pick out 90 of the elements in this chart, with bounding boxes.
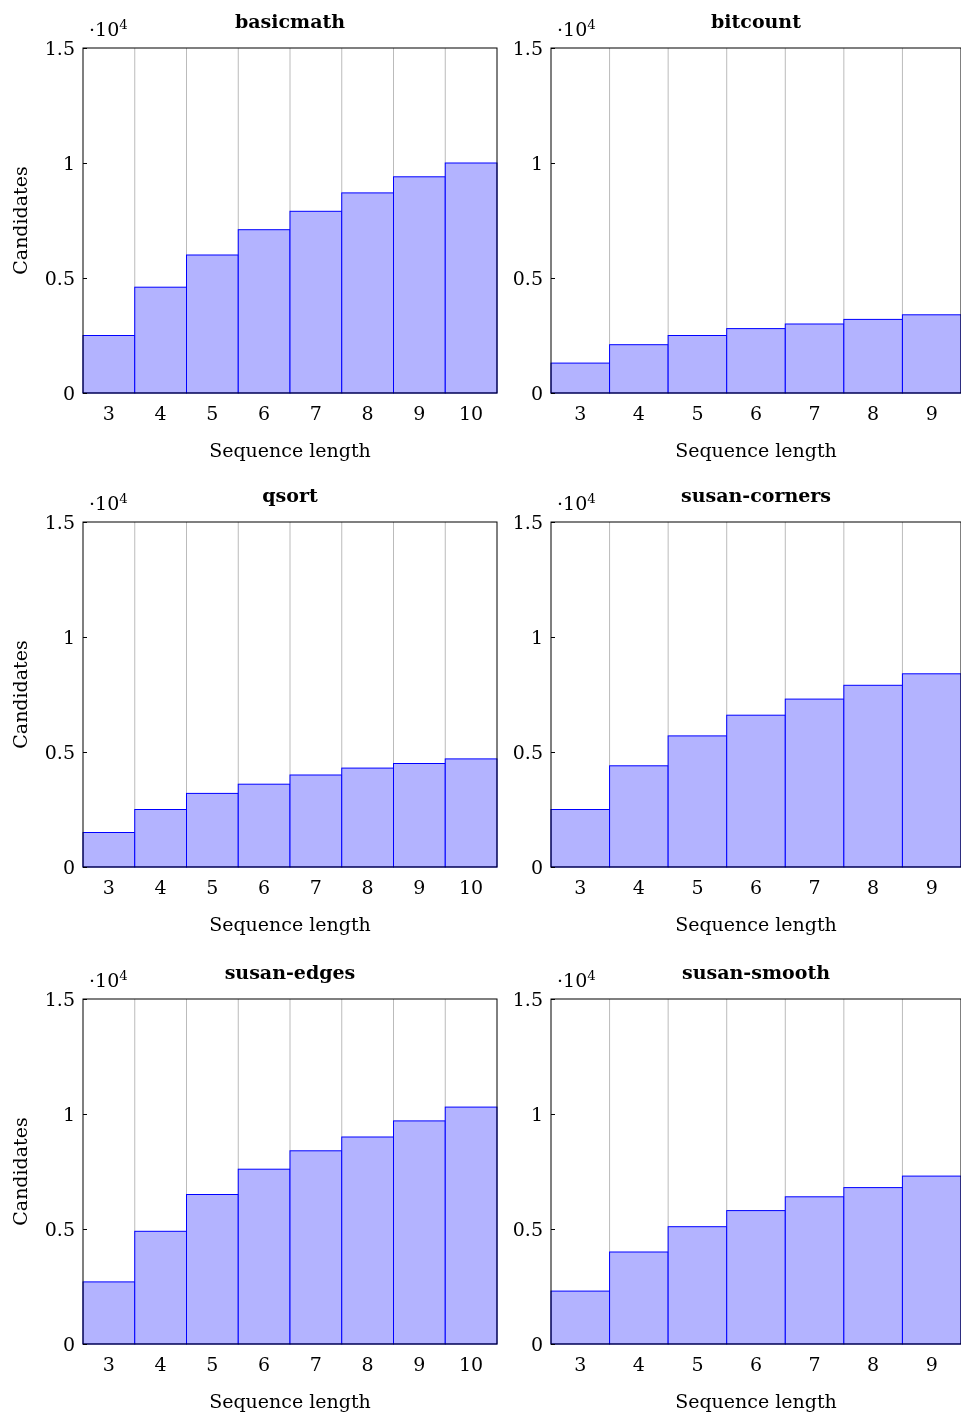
x-tick-label: 7 <box>808 876 821 899</box>
chart-title: susan-corners <box>680 484 832 506</box>
y-tick-label: 0 <box>530 1332 543 1355</box>
y-tick-label: 0.5 <box>512 740 543 763</box>
x-axis-title: Sequence length <box>675 439 837 461</box>
x-tick-label: 4 <box>632 402 645 425</box>
x-tick-label: 10 <box>459 1353 484 1376</box>
x-tick-label: 8 <box>867 402 880 425</box>
text: ·10$^{4}$ <box>557 16 596 40</box>
x-tick-label: 8 <box>361 876 374 899</box>
x-tick-label: 3 <box>102 1353 115 1376</box>
y-tick-label: 0.5 <box>44 740 75 763</box>
x-tick-label: 9 <box>413 402 426 425</box>
chart-title: susan-smooth <box>682 961 831 983</box>
x-tick-label: 7 <box>309 1353 322 1376</box>
x-tick-label: 7 <box>309 402 322 425</box>
x-tick-label: 6 <box>258 402 271 425</box>
x-tick-label: 8 <box>867 1353 880 1376</box>
chart-title: bitcount <box>711 10 802 32</box>
text: ·10$^{4}$ <box>557 967 596 991</box>
text: ·10$^{4}$ <box>557 490 596 514</box>
y-axis-title: Candidates <box>9 166 31 275</box>
y-tick-label: 0.5 <box>44 266 75 289</box>
x-tick-label: 3 <box>574 402 587 425</box>
x-tick-label: 4 <box>154 876 167 899</box>
x-tick-label: 5 <box>691 1353 704 1376</box>
y-tick-label: 1 <box>62 625 75 648</box>
y-tick-label: 0 <box>62 1332 75 1355</box>
text: ·10$^{4}$ <box>89 490 128 514</box>
x-tick-label: 3 <box>102 876 115 899</box>
chart-title: qsort <box>262 484 318 506</box>
y-tick-label: 1.5 <box>44 36 75 59</box>
y-tick-label: 1 <box>530 1102 543 1125</box>
x-tick-label: 3 <box>102 402 115 425</box>
y-tick-label: 1.5 <box>512 36 543 59</box>
y-tick-label: 0 <box>530 381 543 404</box>
y-tick-label: 1 <box>62 151 75 174</box>
y-tick-label: 1 <box>530 625 543 648</box>
y-tick-label: 0.5 <box>512 266 543 289</box>
x-tick-label: 4 <box>154 402 167 425</box>
y-axis-title: Candidates <box>9 640 31 749</box>
x-axis-title: Sequence length <box>209 913 371 935</box>
x-tick-label: 6 <box>258 876 271 899</box>
y-tick-label: 0 <box>62 381 75 404</box>
x-tick-label: 6 <box>749 876 763 899</box>
x-axis-title: Sequence length <box>209 1390 371 1412</box>
y-tick-label: 0 <box>62 855 75 878</box>
x-tick-label: 4 <box>632 1353 645 1376</box>
x-tick-label: 6 <box>749 1353 763 1376</box>
chart-title: basicmath <box>234 10 346 32</box>
y-tick-label: 1.5 <box>512 510 543 533</box>
y-tick-label: 0 <box>530 855 543 878</box>
x-tick-label: 5 <box>691 876 704 899</box>
x-axis-title: Sequence length <box>675 913 837 935</box>
x-tick-label: 3 <box>574 876 587 899</box>
x-tick-label: 9 <box>925 876 938 899</box>
x-tick-label: 6 <box>258 1353 271 1376</box>
y-tick-label: 1 <box>62 1102 75 1125</box>
x-tick-label: 9 <box>413 1353 426 1376</box>
text: ·10$^{4}$ <box>89 967 128 991</box>
x-tick-label: 8 <box>867 876 880 899</box>
x-tick-label: 7 <box>808 402 821 425</box>
x-tick-label: 7 <box>309 876 322 899</box>
y-tick-label: 0.5 <box>44 1217 75 1240</box>
x-tick-label: 5 <box>206 1353 219 1376</box>
x-tick-label: 9 <box>925 1353 938 1376</box>
x-tick-label: 5 <box>206 876 219 899</box>
x-tick-label: 7 <box>808 1353 821 1376</box>
chart-title: susan-edges <box>224 961 356 983</box>
x-tick-label: 8 <box>361 402 374 425</box>
y-tick-label: 1.5 <box>512 987 543 1010</box>
x-axis-title: Sequence length <box>209 439 371 461</box>
x-tick-label: 10 <box>459 876 484 899</box>
x-tick-label: 6 <box>749 402 763 425</box>
x-tick-label: 5 <box>691 402 704 425</box>
y-tick-label: 1.5 <box>44 987 75 1010</box>
y-tick-label: 1 <box>530 151 543 174</box>
x-tick-label: 9 <box>413 876 426 899</box>
x-tick-label: 5 <box>206 402 219 425</box>
text: ·10$^{4}$ <box>89 16 128 40</box>
y-tick-label: 1.5 <box>44 510 75 533</box>
y-tick-label: 0.5 <box>512 1217 543 1240</box>
x-tick-label: 9 <box>925 402 938 425</box>
x-tick-label: 4 <box>154 1353 167 1376</box>
y-axis-title: Candidates <box>9 1117 31 1226</box>
x-tick-label: 10 <box>459 402 484 425</box>
x-tick-label: 8 <box>361 1353 374 1376</box>
x-tick-label: 3 <box>574 1353 587 1376</box>
x-tick-label: 4 <box>632 876 645 899</box>
x-axis-title: Sequence length <box>675 1390 837 1412</box>
